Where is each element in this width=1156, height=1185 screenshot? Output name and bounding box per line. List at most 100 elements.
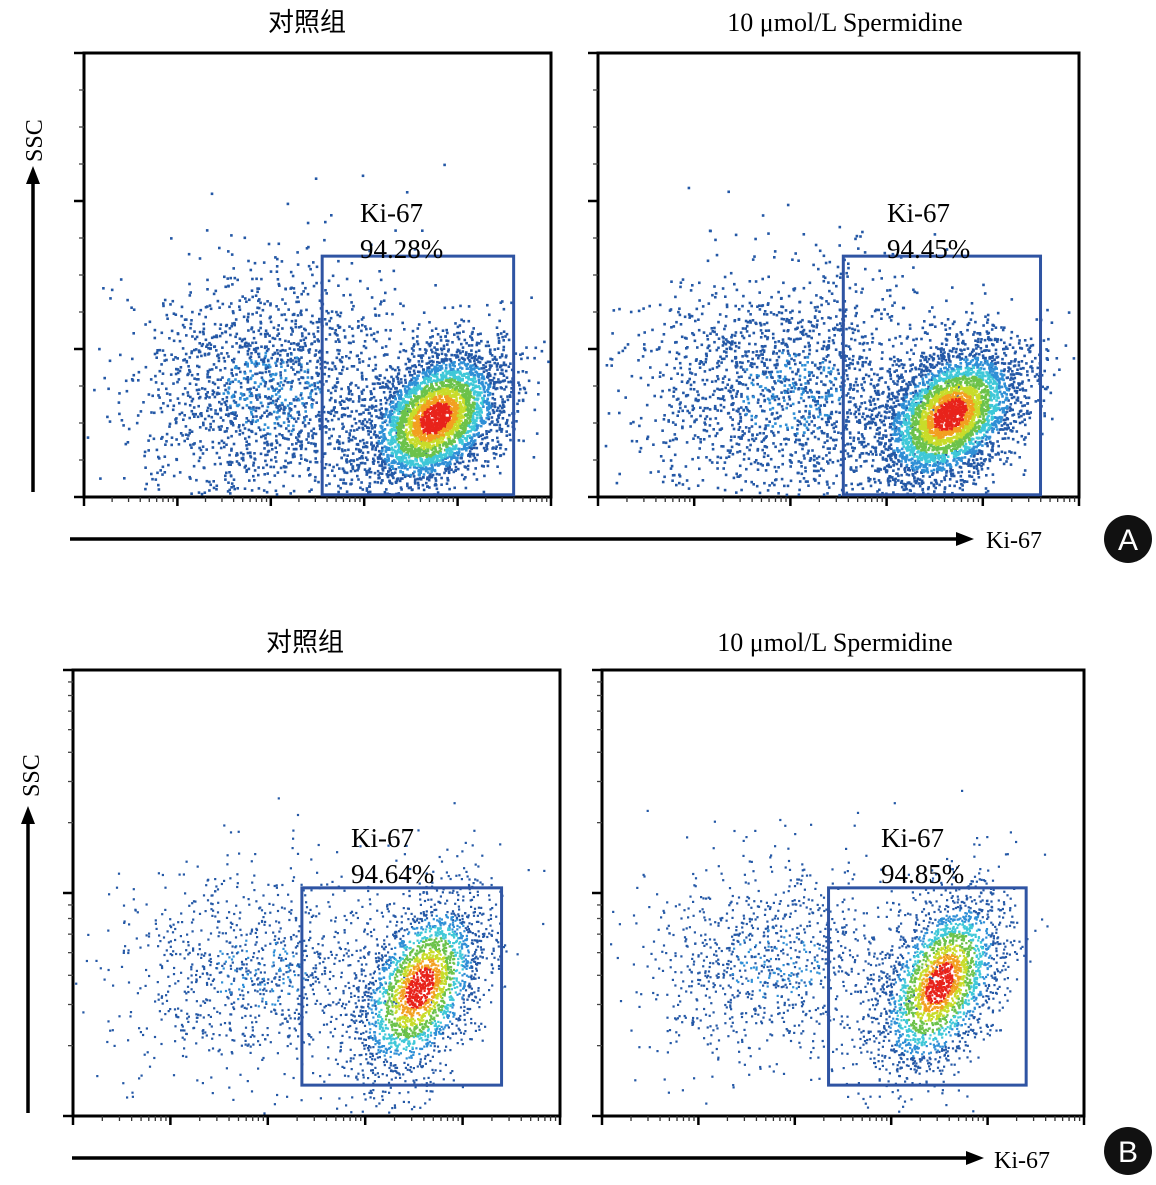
- event-point: [409, 486, 412, 489]
- event-point: [537, 393, 540, 396]
- event-point: [410, 383, 414, 386]
- event-point: [461, 442, 464, 446]
- event-point: [504, 369, 508, 373]
- event-point: [466, 387, 469, 390]
- event-point: [243, 337, 247, 341]
- event-point: [394, 397, 397, 401]
- event-point: [159, 406, 163, 410]
- event-point: [347, 415, 350, 418]
- event-point: [498, 381, 502, 384]
- event-point: [386, 379, 390, 383]
- event-point: [431, 335, 434, 338]
- event-point: [449, 447, 452, 450]
- event-point: [357, 395, 361, 398]
- event-point: [435, 355, 439, 358]
- event-point: [454, 394, 458, 398]
- event-point: [456, 412, 460, 416]
- event-point: [396, 462, 400, 465]
- event-point: [441, 329, 445, 332]
- event-point: [424, 421, 428, 425]
- event-point: [301, 334, 304, 338]
- event-point: [249, 344, 252, 347]
- event-point: [237, 462, 241, 465]
- event-point: [190, 409, 194, 413]
- event-point: [414, 434, 418, 438]
- event-point: [499, 395, 503, 398]
- event-point: [442, 374, 445, 377]
- event-point: [412, 421, 416, 425]
- event-point: [350, 381, 353, 385]
- event-point: [451, 456, 455, 459]
- event-point: [388, 479, 391, 483]
- event-point: [304, 328, 307, 332]
- event-point: [345, 397, 348, 400]
- event-point: [412, 403, 416, 407]
- event-point: [316, 413, 320, 417]
- event-point: [453, 333, 456, 336]
- event-point: [428, 456, 431, 460]
- event-point: [262, 466, 265, 470]
- event-point: [368, 482, 372, 485]
- event-point: [289, 492, 292, 495]
- event-point: [431, 451, 435, 455]
- event-point: [473, 393, 476, 396]
- event-point: [274, 403, 277, 406]
- event-point: [337, 446, 341, 450]
- event-point: [439, 436, 443, 439]
- event-point: [447, 437, 451, 441]
- event-point: [496, 436, 499, 440]
- event-point: [393, 426, 396, 429]
- event-point: [373, 480, 377, 484]
- event-point: [473, 411, 477, 415]
- event-point: [350, 262, 354, 265]
- event-point: [199, 308, 203, 312]
- event-point: [434, 416, 438, 419]
- event-point: [292, 398, 296, 402]
- event-point: [458, 389, 461, 393]
- event-point: [252, 386, 256, 389]
- event-point: [377, 473, 380, 477]
- event-point: [420, 381, 423, 385]
- event-point: [162, 302, 165, 305]
- event-point: [391, 438, 395, 442]
- event-point: [396, 437, 399, 441]
- event-point: [414, 444, 417, 447]
- event-point: [304, 344, 307, 348]
- event-point: [154, 381, 158, 384]
- event-point: [117, 401, 121, 404]
- event-point: [433, 437, 436, 441]
- event-point: [404, 362, 408, 366]
- event-point: [342, 481, 345, 485]
- event-point: [518, 383, 521, 387]
- event-point: [298, 358, 301, 361]
- event-point: [246, 315, 250, 319]
- event-point: [279, 349, 282, 353]
- event-point: [468, 425, 472, 429]
- event-point: [435, 439, 439, 443]
- event-point: [266, 415, 269, 418]
- event-point: [465, 392, 468, 395]
- event-point: [450, 440, 454, 443]
- event-point: [316, 374, 320, 377]
- event-point: [274, 256, 277, 259]
- event-point: [260, 345, 263, 348]
- event-point: [234, 401, 238, 404]
- event-point: [437, 451, 441, 455]
- event-point: [188, 356, 192, 359]
- event-point: [432, 360, 435, 364]
- event-point: [277, 324, 280, 327]
- event-point: [481, 433, 484, 436]
- event-point: [358, 397, 361, 400]
- event-point: [287, 340, 290, 343]
- event-point: [242, 315, 246, 319]
- event-point: [413, 389, 416, 392]
- event-point: [467, 390, 471, 394]
- event-point: [178, 412, 182, 416]
- event-point: [461, 434, 465, 438]
- event-point: [169, 373, 173, 376]
- event-point: [175, 417, 178, 420]
- event-point: [279, 362, 283, 365]
- event-point: [314, 415, 318, 418]
- event-point: [478, 372, 481, 376]
- event-point: [358, 358, 361, 361]
